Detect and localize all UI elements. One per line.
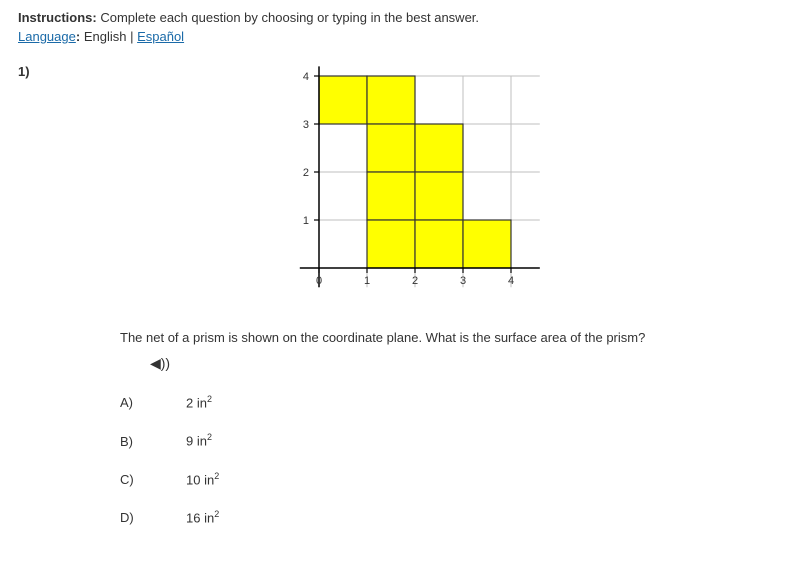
- svg-text:3: 3: [460, 275, 466, 287]
- instructions-text: Complete each question by choosing or ty…: [97, 10, 479, 25]
- choice-text: 2 in2: [186, 394, 212, 410]
- coordinate-plane-graph: 0 1 2 3 4 1 2 3 4: [269, 62, 569, 302]
- svg-text:2: 2: [303, 167, 309, 179]
- language-option-espanol[interactable]: Español: [137, 29, 184, 44]
- question-row: 1) 0 1 2 3 4 1 2 3 4 The net of a prism is shown…: [18, 62, 782, 547]
- svg-text:1: 1: [364, 275, 370, 287]
- svg-text:4: 4: [303, 71, 309, 83]
- instructions-label: Instructions:: [18, 10, 97, 25]
- language-line: Language: English | Español: [18, 29, 782, 44]
- svg-text:4: 4: [508, 275, 514, 287]
- svg-text:1: 1: [303, 215, 309, 227]
- choice-b[interactable]: B) 9 in2: [120, 432, 782, 448]
- choice-letter: C): [120, 472, 186, 487]
- lang-sep: |: [130, 29, 133, 44]
- answer-choices: A) 2 in2 B) 9 in2 C) 10 in2 D) 16 in2: [120, 394, 782, 525]
- lang-colon: :: [76, 29, 80, 44]
- choice-text: 10 in2: [186, 471, 219, 487]
- choice-letter: A): [120, 395, 186, 410]
- choice-letter: B): [120, 434, 186, 449]
- choice-letter: D): [120, 510, 186, 525]
- svg-text:2: 2: [412, 275, 418, 287]
- language-label-link[interactable]: Language: [18, 29, 76, 44]
- choice-text: 16 in2: [186, 509, 219, 525]
- question-number: 1): [18, 62, 56, 547]
- svg-text:0: 0: [316, 275, 322, 287]
- language-option-english[interactable]: English: [84, 29, 127, 44]
- choice-c[interactable]: C) 10 in2: [120, 471, 782, 487]
- choice-text: 9 in2: [186, 432, 212, 448]
- instructions-line: Instructions: Complete each question by …: [18, 10, 782, 25]
- question-text: The net of a prism is shown on the coord…: [120, 330, 782, 345]
- question-body: 0 1 2 3 4 1 2 3 4 The net of a prism is shown on…: [56, 62, 782, 547]
- graph-container: 0 1 2 3 4 1 2 3 4: [56, 62, 782, 302]
- svg-text:3: 3: [303, 119, 309, 131]
- choice-a[interactable]: A) 2 in2: [120, 394, 782, 410]
- choice-d[interactable]: D) 16 in2: [120, 509, 782, 525]
- audio-icon[interactable]: ◀)): [150, 355, 782, 372]
